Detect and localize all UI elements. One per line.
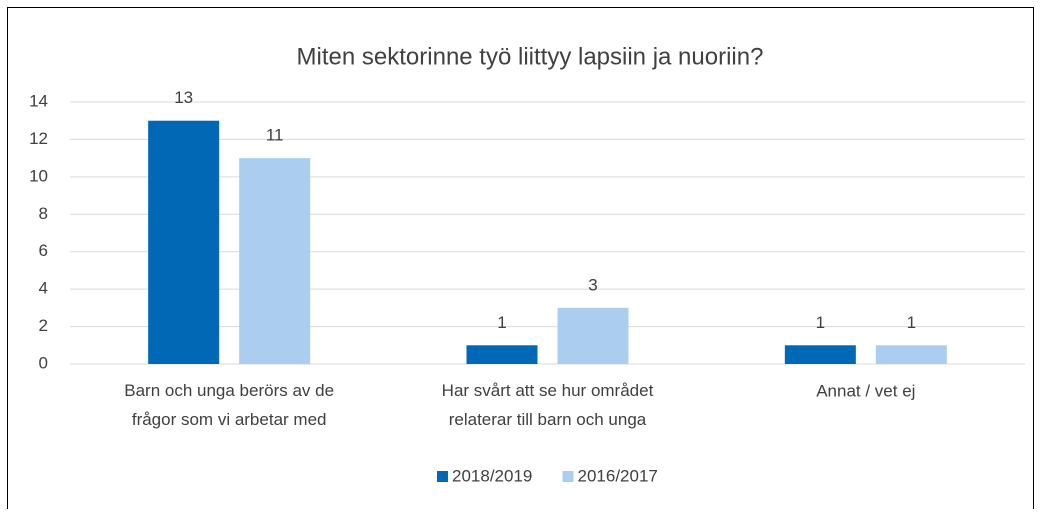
y-tick-label: 14 xyxy=(29,91,48,110)
bar xyxy=(875,345,947,364)
y-tick-label: 0 xyxy=(39,353,48,372)
bar xyxy=(148,120,220,364)
x-tick-label: Har svårt att se hur området relaterar ti… xyxy=(442,381,654,429)
bar xyxy=(557,307,629,364)
y-tick-label: 6 xyxy=(39,241,48,260)
y-tick-label: 12 xyxy=(29,129,48,148)
bar xyxy=(466,345,538,364)
data-label: 1 xyxy=(497,313,506,332)
y-tick-label: 10 xyxy=(29,166,48,185)
y-tick-label: 4 xyxy=(39,279,48,298)
y-tick-label: 8 xyxy=(39,204,48,223)
y-tick-label: 2 xyxy=(39,316,48,335)
legend-label: 2016/2017 xyxy=(578,466,658,485)
legend-swatch xyxy=(562,471,574,482)
legend-swatch xyxy=(437,471,448,482)
chart-title: Miten sektorinne työ liittyy lapsiin ja … xyxy=(297,43,764,70)
bar xyxy=(239,158,311,364)
x-tick-label: Barn och unga berörs av de frågor som vi … xyxy=(124,381,334,429)
bar xyxy=(784,345,856,364)
legend-label: 2018/2019 xyxy=(452,466,532,485)
data-label: 11 xyxy=(266,126,284,145)
data-label: 13 xyxy=(174,88,193,107)
data-label: 1 xyxy=(816,313,825,332)
data-label: 1 xyxy=(907,313,916,332)
data-label: 3 xyxy=(588,275,597,294)
x-tick-label: Annat / vet ej xyxy=(816,381,915,400)
